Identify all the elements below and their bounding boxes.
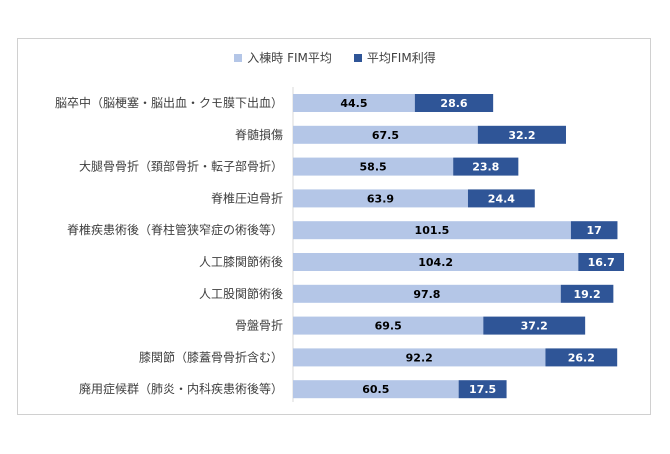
category-label: 脊椎圧迫骨折 — [211, 190, 283, 205]
category-label: 脊椎疾患術後（脊柱管狭窄症の術後等） — [67, 222, 283, 237]
category-label: 大腿骨骨折（頚部骨折・転子部骨折） — [79, 159, 283, 174]
bar-gain — [483, 316, 586, 335]
data-label-gain: 28.6 — [440, 97, 467, 110]
legend: 入棟時 FIM平均 平均FIM利得 — [0, 49, 670, 66]
data-label-gain: 17.5 — [469, 383, 496, 396]
data-label-gain: 37.2 — [521, 320, 548, 333]
bar-gain — [578, 253, 625, 271]
data-label-gain: 16.7 — [588, 256, 615, 269]
bar-baseline — [293, 157, 454, 176]
category-label: 廃用症候群（肺炎・内科疾患術後等） — [79, 381, 283, 396]
category-label: 人工膝関節術後 — [199, 254, 283, 269]
bar-gain — [545, 348, 618, 367]
data-label-gain: 17 — [587, 224, 602, 237]
bar-baseline — [293, 380, 459, 399]
category-label: 膝関節（膝蓋骨骨折含む） — [139, 349, 283, 364]
category-label: 骨盤骨折 — [235, 318, 283, 333]
legend-item-gain: 平均FIM利得 — [353, 49, 436, 66]
bar-baseline — [293, 316, 484, 335]
data-label-gain: 32.2 — [508, 129, 535, 142]
data-label-baseline: 92.2 — [406, 351, 433, 364]
legend-swatch-gain — [353, 53, 362, 62]
legend-item-baseline: 入棟時 FIM平均 — [234, 49, 332, 66]
legend-label-gain: 平均FIM利得 — [366, 51, 436, 65]
bar-baseline — [293, 94, 415, 112]
bar-baseline — [293, 348, 546, 367]
bar-baseline — [293, 221, 571, 240]
legend-label-baseline: 入棟時 FIM平均 — [247, 51, 332, 65]
data-label-baseline: 63.9 — [367, 192, 394, 205]
bar-gain — [570, 221, 618, 240]
data-label-baseline: 58.5 — [360, 161, 387, 174]
legend-swatch-baseline — [234, 53, 243, 62]
data-label-baseline: 60.5 — [362, 383, 389, 396]
category-label: 脳卒中（脳梗塞・脳出血・クモ膜下出血） — [55, 95, 283, 110]
bar-baseline — [293, 284, 561, 303]
data-label-baseline: 101.5 — [415, 224, 450, 237]
data-label-baseline: 97.8 — [413, 288, 440, 301]
category-label: 人工股関節術後 — [199, 286, 283, 301]
bar-gain — [414, 94, 494, 112]
bar-gain — [453, 157, 519, 176]
bar-baseline — [293, 253, 579, 271]
bar-gain — [477, 125, 566, 144]
data-label-gain: 23.8 — [472, 161, 499, 174]
bar-gain — [467, 189, 535, 208]
data-label-baseline: 44.5 — [340, 97, 367, 110]
bar-gain — [458, 380, 507, 399]
bar-baseline — [293, 189, 468, 208]
data-label-gain: 24.4 — [488, 192, 515, 205]
data-label-baseline: 104.2 — [418, 256, 453, 269]
data-label-gain: 19.2 — [574, 288, 601, 301]
bar-baseline — [293, 125, 478, 144]
data-label-gain: 26.2 — [568, 351, 595, 364]
data-label-baseline: 69.5 — [375, 320, 402, 333]
category-label: 脊髄損傷 — [235, 127, 283, 142]
bar-gain — [560, 284, 614, 303]
data-label-baseline: 67.5 — [372, 129, 399, 142]
